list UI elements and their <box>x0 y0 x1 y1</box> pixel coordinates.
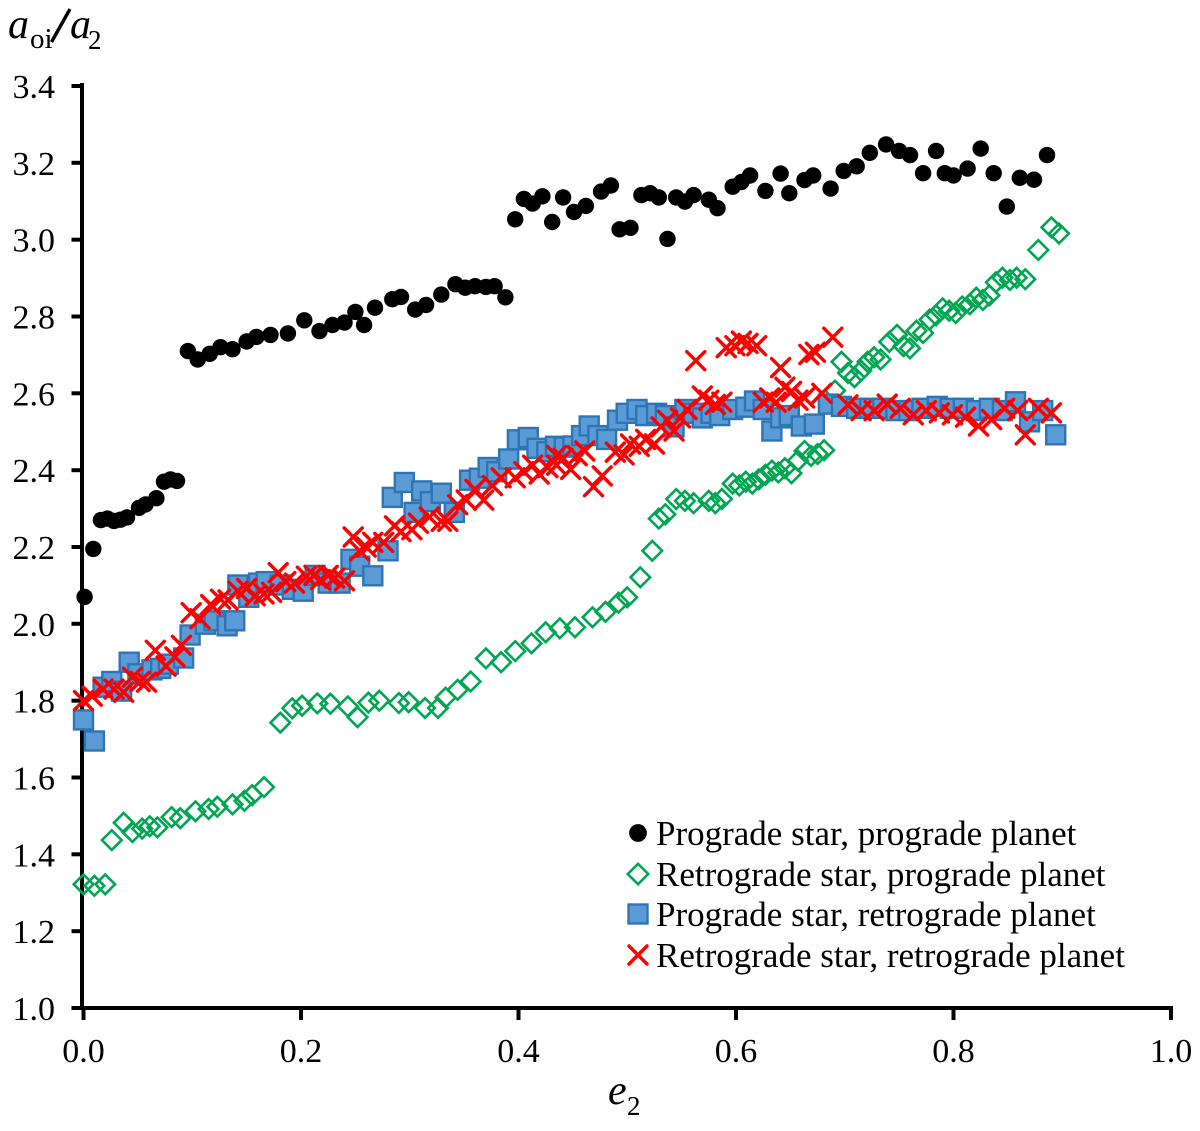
svg-text:Retrograde star, retrograde pl: Retrograde star, retrograde planet <box>656 936 1125 975</box>
svg-text:Retrograde star, prograde plan: Retrograde star, prograde planet <box>656 855 1106 894</box>
svg-text:2.0: 2.0 <box>13 607 56 644</box>
svg-text:2.6: 2.6 <box>13 376 56 413</box>
svg-text:e: e <box>608 1068 627 1114</box>
svg-text:3.0: 3.0 <box>13 223 56 260</box>
svg-text:0.4: 0.4 <box>497 1033 540 1070</box>
svg-text:2.2: 2.2 <box>13 530 56 567</box>
svg-text:1.0: 1.0 <box>13 991 56 1028</box>
svg-text:1.6: 1.6 <box>13 761 56 798</box>
svg-text:0.6: 0.6 <box>715 1033 758 1070</box>
svg-text:3.2: 3.2 <box>13 146 56 183</box>
svg-text:1.0: 1.0 <box>1150 1033 1193 1070</box>
svg-text:Prograde star, retrograde plan: Prograde star, retrograde planet <box>656 895 1096 934</box>
svg-text:2.8: 2.8 <box>13 300 56 337</box>
svg-text:oi: oi <box>30 23 53 55</box>
svg-text:2.4: 2.4 <box>13 453 56 490</box>
svg-text:3.4: 3.4 <box>13 69 56 106</box>
svg-text:1.8: 1.8 <box>13 684 56 721</box>
svg-text:0.2: 0.2 <box>280 1033 323 1070</box>
svg-text:0.8: 0.8 <box>932 1033 975 1070</box>
svg-text:1.2: 1.2 <box>13 914 56 951</box>
svg-text:a: a <box>70 2 91 48</box>
svg-text:0.0: 0.0 <box>62 1033 105 1070</box>
svg-text:Prograde star, prograde planet: Prograde star, prograde planet <box>656 814 1077 853</box>
svg-text:2: 2 <box>88 25 102 55</box>
svg-text:a: a <box>8 2 29 48</box>
svg-text:1.4: 1.4 <box>13 837 56 874</box>
svg-text:2: 2 <box>627 1091 641 1121</box>
